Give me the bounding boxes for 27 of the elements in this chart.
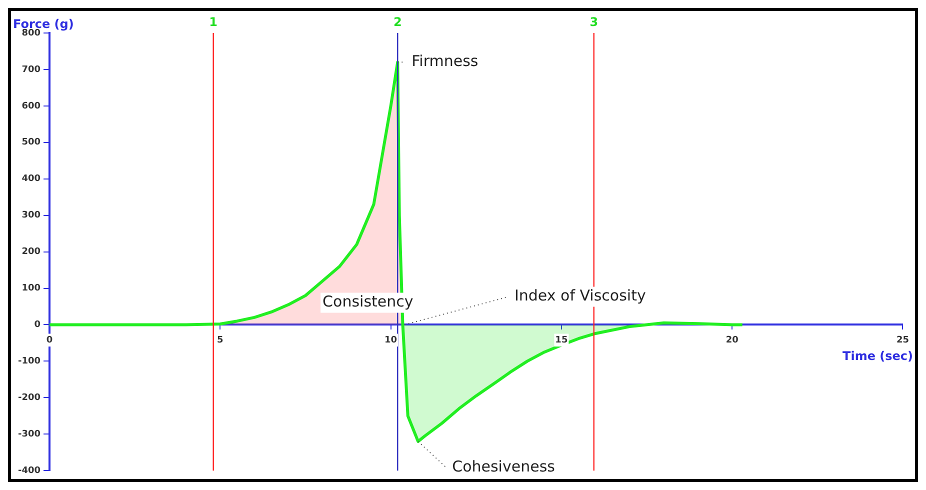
y-tick-label: 800 xyxy=(22,28,41,38)
y-tick-label: 400 xyxy=(22,174,41,184)
y-tick-label: 200 xyxy=(22,247,41,258)
y-tick-label: -200 xyxy=(18,393,41,404)
annotation: Index of Viscosity xyxy=(514,286,646,305)
x-tick-label: 20 xyxy=(726,335,738,346)
text: 1 xyxy=(209,15,218,30)
y-tick-label: -400 xyxy=(18,466,41,476)
y-tick-label: -300 xyxy=(18,429,41,440)
y-tick-label: 500 xyxy=(22,138,41,148)
text: 2 xyxy=(393,15,402,30)
y-tick-label: 300 xyxy=(22,210,41,221)
text: 3 xyxy=(590,15,598,30)
annotation: Firmness xyxy=(412,52,478,70)
x-tick-label: 10 xyxy=(384,335,398,346)
y-tick-label: 0 xyxy=(34,320,41,330)
y-tick-label: -100 xyxy=(18,356,41,367)
x-tick-label: 5 xyxy=(217,335,224,346)
x-axis-title: Time (sec) xyxy=(842,348,913,363)
y-tick-label: 700 xyxy=(22,64,41,75)
annotation: Consistency xyxy=(322,292,414,311)
x-tick-label: 15 xyxy=(555,335,568,346)
y-tick-label: 600 xyxy=(22,101,41,112)
x-tick-label: 0 xyxy=(46,335,53,346)
y-tick-label: 100 xyxy=(22,284,41,294)
x-tick-label: 25 xyxy=(896,335,910,346)
annotation: Cohesiveness xyxy=(452,457,556,476)
